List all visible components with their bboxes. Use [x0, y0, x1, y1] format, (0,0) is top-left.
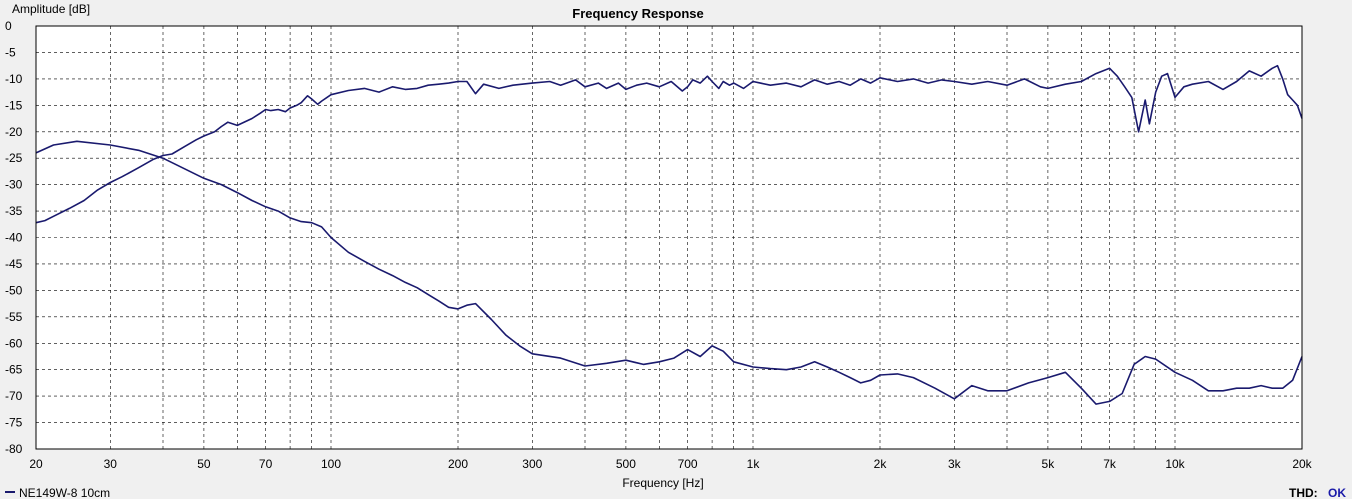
x-tick-label: 3k: [948, 457, 962, 471]
thd-status: THD: OK: [1289, 486, 1346, 499]
y-tick-label: -75: [5, 416, 23, 430]
x-tick-label: 30: [104, 457, 118, 471]
x-axis: 20 30 50 70 100 200 300 500 700 1k 2k 3k 5k 7k 10k 20k: [29, 457, 1312, 471]
x-tick-label: 7k: [1103, 457, 1117, 471]
y-tick-label: -20: [5, 125, 23, 139]
y-tick-label: -80: [5, 442, 23, 456]
y-axis-label: Amplitude [dB]: [12, 2, 90, 16]
y-tick-label: 0: [5, 19, 12, 33]
y-tick-label: -25: [5, 151, 23, 165]
y-tick-label: -45: [5, 257, 23, 271]
x-tick-label: 70: [259, 457, 273, 471]
y-tick-label: -60: [5, 336, 23, 350]
y-tick-label: -10: [5, 72, 23, 86]
series-line-0: [35, 64, 1303, 224]
x-tick-label: 700: [678, 457, 698, 471]
legend: NE149W-8 10cm: [5, 486, 110, 499]
chart-title: Frequency Response: [572, 6, 704, 21]
x-tick-label: 200: [448, 457, 468, 471]
x-tick-label: 10k: [1165, 457, 1185, 471]
x-tick-label: 50: [197, 457, 211, 471]
y-axis: 0 -5 -10 -15 -20 -25 -30 -35 -40 -45 -50 -55 -60 -65 -…: [5, 19, 23, 456]
y-tick-label: -5: [5, 45, 16, 59]
x-axis-label: Frequency [Hz]: [622, 476, 703, 490]
y-tick-label: -70: [5, 389, 23, 403]
y-tick-label: -15: [5, 98, 23, 112]
y-tick-label: -50: [5, 283, 23, 297]
x-tick-label: 300: [522, 457, 542, 471]
y-tick-label: -30: [5, 178, 23, 192]
y-tick-label: -35: [5, 204, 23, 218]
series-layer: [35, 64, 1303, 405]
thd-label: THD:: [1289, 486, 1318, 499]
series-line-1: [35, 140, 1303, 405]
x-tick-label: 5k: [1042, 457, 1056, 471]
y-tick-label: -65: [5, 363, 23, 377]
y-tick-label: -40: [5, 231, 23, 245]
y-tick-label: -55: [5, 310, 23, 324]
thd-value: OK: [1328, 486, 1346, 499]
x-tick-label: 20: [29, 457, 43, 471]
x-tick-label: 500: [616, 457, 636, 471]
legend-label: NE149W-8 10cm: [19, 486, 110, 499]
x-tick-label: 100: [321, 457, 341, 471]
x-tick-label: 20k: [1292, 457, 1312, 471]
x-tick-label: 2k: [874, 457, 888, 471]
plot-frame: [35, 25, 1303, 450]
x-tick-label: 1k: [747, 457, 761, 471]
